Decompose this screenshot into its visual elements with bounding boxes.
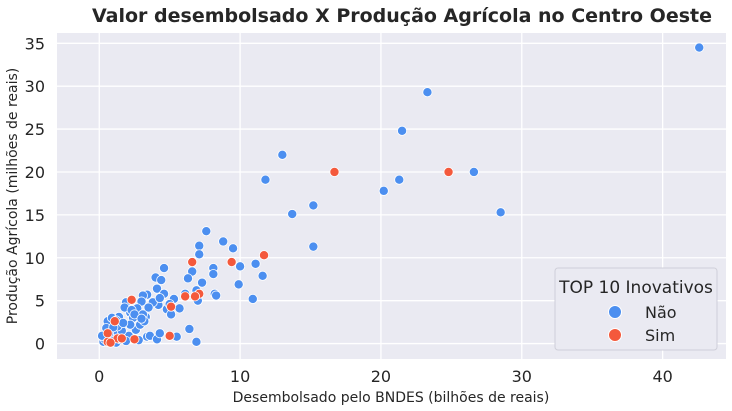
data-point-nao	[211, 290, 222, 301]
data-point-nao	[154, 293, 165, 304]
x-tick-label: 20	[371, 367, 391, 386]
data-point-nao	[156, 275, 167, 286]
data-point-nao	[151, 283, 162, 294]
data-point-nao	[250, 258, 261, 269]
data-point-sim	[102, 328, 113, 339]
x-axis-label: Desembolsado pelo BNDES (bilhões de reai…	[233, 390, 550, 406]
data-point-sim	[105, 337, 116, 348]
data-point-nao	[694, 42, 705, 53]
data-point-sim	[116, 333, 127, 344]
y-tick-label: 15	[25, 206, 45, 225]
data-point-nao	[228, 243, 239, 254]
data-point-nao	[182, 273, 193, 284]
data-point-nao	[136, 313, 147, 324]
x-tick-label: 40	[652, 367, 672, 386]
data-point-sim	[109, 316, 120, 327]
data-point-sim	[180, 291, 191, 302]
data-point-nao	[378, 185, 389, 196]
data-point-nao	[468, 166, 479, 177]
data-point-nao	[201, 226, 212, 237]
data-point-sim	[226, 257, 237, 268]
data-point-sim	[190, 291, 201, 302]
data-point-nao	[277, 149, 288, 160]
data-point-nao	[260, 174, 271, 185]
tick-labels: 0 10 20 30 40 0 5 10 15 20 25 30 35	[25, 34, 673, 386]
data-point-nao	[184, 323, 195, 334]
y-tick-label: 0	[35, 335, 45, 354]
data-point-nao	[394, 174, 405, 185]
legend-title: TOP 10 Inovativos	[558, 278, 713, 298]
data-point-sim	[443, 166, 454, 177]
data-point-nao	[247, 293, 258, 304]
data-point-nao	[174, 303, 185, 314]
data-point-nao	[308, 200, 319, 211]
data-point-sim	[329, 166, 340, 177]
y-tick-label: 20	[25, 163, 45, 182]
data-points	[97, 42, 705, 348]
data-point-sim	[259, 250, 270, 261]
data-point-nao	[233, 279, 244, 290]
data-point-nao	[495, 207, 506, 218]
legend-marker-nao	[608, 305, 622, 319]
data-point-nao	[159, 263, 170, 274]
data-point-sim	[187, 257, 198, 268]
data-point-sim	[164, 330, 175, 341]
data-point-nao	[143, 302, 154, 313]
legend-label-nao: Não	[645, 303, 677, 322]
data-point-nao	[118, 317, 129, 328]
data-point-sim	[129, 334, 140, 345]
legend-box	[554, 267, 718, 351]
data-point-nao	[194, 240, 205, 251]
data-point-sim	[166, 301, 177, 312]
chart-title: Valor desembolsado X Produção Agrícola n…	[92, 5, 712, 27]
data-point-nao	[194, 249, 205, 260]
x-tick-label: 0	[94, 367, 104, 386]
legend-marker-sim	[608, 328, 622, 342]
data-point-nao	[197, 277, 208, 288]
data-point-nao	[397, 125, 408, 136]
data-point-sim	[126, 294, 137, 305]
legend: TOP 10 Inovativos Não Sim	[554, 267, 718, 351]
data-point-nao	[191, 336, 202, 347]
data-point-nao	[257, 270, 268, 281]
data-point-nao	[422, 87, 433, 98]
y-axis-label: Produção Agrícola (milhões de reais)	[5, 68, 21, 324]
y-tick-label: 10	[25, 249, 45, 268]
data-point-nao	[308, 241, 319, 252]
data-point-nao	[287, 209, 298, 220]
y-tick-label: 30	[25, 77, 45, 96]
y-tick-label: 35	[25, 34, 45, 53]
legend-label-sim: Sim	[645, 326, 675, 345]
data-point-nao	[154, 328, 165, 339]
data-point-nao	[218, 236, 229, 247]
data-point-nao	[235, 261, 246, 272]
data-point-nao	[208, 269, 219, 280]
y-tick-label: 25	[25, 120, 45, 139]
x-tick-label: 30	[512, 367, 532, 386]
y-tick-label: 5	[35, 292, 45, 311]
x-tick-label: 10	[230, 367, 250, 386]
